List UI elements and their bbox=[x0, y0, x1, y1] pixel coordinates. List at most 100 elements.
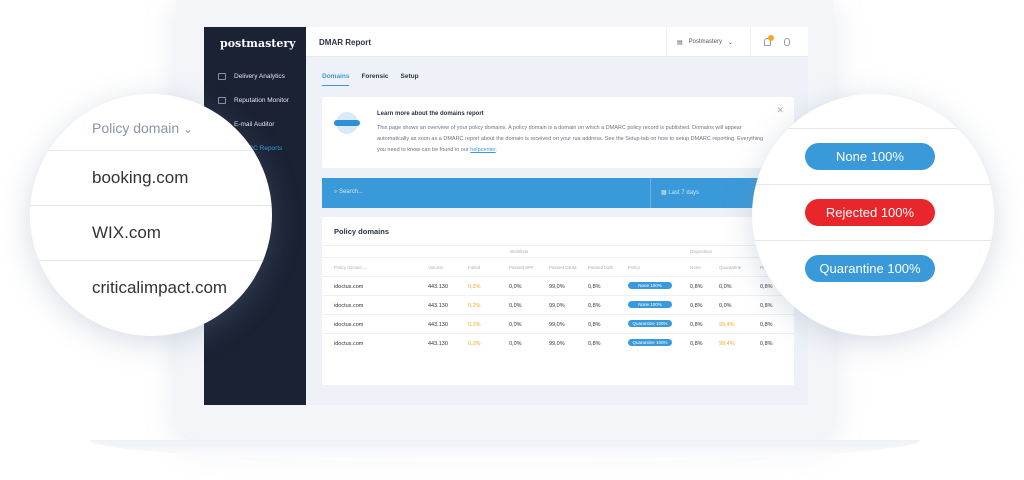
zoom-circle-policies: None 100% Rejected 100% Quarantine 100% bbox=[752, 94, 994, 336]
policy-badge: None 100% bbox=[628, 282, 672, 289]
bell-icon[interactable] bbox=[764, 38, 771, 46]
user-icon[interactable] bbox=[784, 38, 790, 46]
date-range-picker[interactable]: ▦ Last 7 days bbox=[650, 178, 699, 208]
table-row[interactable]: idoctus.com 443.130 0,2% 0,0% 99,0% 0,8% Quara… bbox=[322, 333, 794, 352]
policy-domains-card: Policy domains Worklists Disposition Pol… bbox=[322, 217, 794, 385]
cell: 0,2% bbox=[468, 284, 481, 290]
tab-forensic[interactable]: Forensic bbox=[361, 73, 389, 80]
policy-badge: None 100% bbox=[628, 301, 672, 308]
cell: 0,2% bbox=[468, 322, 481, 328]
monitor-icon bbox=[218, 97, 226, 104]
cell: 0,8% bbox=[690, 322, 703, 328]
cell: 99,0% bbox=[549, 322, 565, 328]
table-row[interactable]: idoctus.com 443.130 0,2% 0,0% 99,0% 0,8% None … bbox=[322, 276, 794, 295]
domain-item: criticalimpact.com bbox=[30, 260, 272, 316]
cell: 99,4% bbox=[719, 322, 735, 328]
close-icon[interactable]: ✕ bbox=[776, 105, 784, 115]
page-title: DMAR Report bbox=[319, 38, 371, 47]
column-header[interactable]: Policy domain ⌄ bbox=[334, 265, 368, 270]
table-row[interactable]: idoctus.com 443.130 0,2% 0,0% 99,0% 0,8% Quara… bbox=[322, 314, 794, 333]
notification-badge bbox=[768, 35, 774, 41]
sidebar-item-reputation-monitor[interactable]: Reputation Monitor bbox=[218, 97, 289, 104]
cell: 0,0% bbox=[509, 303, 522, 309]
search-input[interactable]: ⌕ Search... bbox=[334, 189, 364, 195]
cell: 0,8% bbox=[760, 284, 773, 290]
info-text: This page shows an overview of your poli… bbox=[377, 125, 764, 153]
cell: 0,8% bbox=[690, 303, 703, 309]
app-screen: postmastery Delivery Analytics Reputatio… bbox=[204, 27, 808, 405]
cell: 0,0% bbox=[719, 284, 732, 290]
tabs: Domains Forensic Setup bbox=[322, 73, 419, 86]
policy-row: Rejected 100% bbox=[752, 184, 994, 240]
laptop-base bbox=[90, 440, 920, 462]
policy-domain-header[interactable]: Policy domain ⌄ bbox=[92, 120, 194, 136]
cell: 0,0% bbox=[509, 322, 522, 328]
cell: idoctus.com bbox=[334, 341, 364, 347]
cell: 0,8% bbox=[760, 341, 773, 347]
policy-badge: None 100% bbox=[805, 143, 935, 170]
cell: 443.130 bbox=[428, 284, 448, 290]
cell: 99,0% bbox=[549, 284, 565, 290]
cell: 0,8% bbox=[760, 303, 773, 309]
column-header: None bbox=[690, 265, 701, 270]
header: DMAR Report ▤ Postmastery ⌄ bbox=[306, 27, 808, 57]
cell: 0,8% bbox=[588, 322, 601, 328]
column-header: Volume bbox=[428, 265, 444, 270]
cell: 443.130 bbox=[428, 341, 448, 347]
cell: 99,4% bbox=[719, 341, 735, 347]
tab-domains[interactable]: Domains bbox=[322, 73, 350, 86]
search-bar: ⌕ Search... ▦ Last 7 days bbox=[322, 178, 794, 208]
logo: postmastery bbox=[220, 37, 296, 50]
cell: 0,0% bbox=[509, 284, 522, 290]
cell: 0,8% bbox=[588, 303, 601, 309]
policy-badge: Quarantine 100% bbox=[628, 339, 672, 346]
cell: 0,2% bbox=[468, 303, 481, 309]
sidebar-item-delivery-analytics[interactable]: Delivery Analytics bbox=[218, 73, 285, 80]
policy-badge: Quarantine 100% bbox=[628, 320, 672, 327]
cell: 0,0% bbox=[719, 303, 732, 309]
calendar-icon: ▦ bbox=[661, 190, 667, 196]
cell: 0,8% bbox=[690, 341, 703, 347]
building-icon: ▤ bbox=[677, 39, 683, 46]
cell: 99,0% bbox=[549, 341, 565, 347]
cell: idoctus.com bbox=[334, 322, 364, 328]
cell: 443.130 bbox=[428, 303, 448, 309]
cell: idoctus.com bbox=[334, 284, 364, 290]
helpcenter-link[interactable]: helpcenter bbox=[470, 147, 496, 153]
column-header: Passed DKIM bbox=[549, 265, 577, 270]
column-header: Failed bbox=[468, 265, 481, 270]
chevron-down-icon: ⌄ bbox=[728, 39, 734, 46]
column-header-row: Policy domain ⌄ Volume Failed Passed SPF Pas… bbox=[322, 257, 794, 276]
column-header: Policy bbox=[628, 265, 641, 270]
cell: 99,0% bbox=[549, 303, 565, 309]
cell: 0,2% bbox=[468, 341, 481, 347]
table-title: Policy domains bbox=[334, 227, 390, 236]
zoom-circle-domains: Policy domain ⌄ booking.com WIX.com crit… bbox=[30, 94, 272, 336]
info-title: Learn more about the domains report bbox=[377, 111, 484, 117]
chart-icon bbox=[218, 73, 226, 80]
policy-row: Quarantine 100% bbox=[752, 240, 994, 296]
cell: 443.130 bbox=[428, 322, 448, 328]
info-banner: Learn more about the domains report This… bbox=[322, 97, 794, 168]
column-header: Passed both bbox=[588, 265, 614, 270]
domain-item: WIX.com bbox=[30, 205, 272, 261]
column-header: Re bbox=[760, 265, 766, 270]
cell: 0,8% bbox=[588, 284, 601, 290]
globe-icon bbox=[334, 112, 360, 134]
cell: 0,8% bbox=[690, 284, 703, 290]
cell: 0,8% bbox=[588, 341, 601, 347]
cell: 0,8% bbox=[760, 322, 773, 328]
chevron-down-icon: ⌄ bbox=[183, 122, 194, 136]
column-header: Quarantine bbox=[719, 265, 742, 270]
account-dropdown[interactable]: ▤ Postmastery ⌄ bbox=[666, 27, 751, 57]
policy-badge: Quarantine 100% bbox=[805, 255, 935, 282]
policy-badge: Rejected 100% bbox=[805, 199, 935, 226]
column-header: Passed SPF bbox=[509, 265, 535, 270]
group-header-row: Worklists Disposition bbox=[322, 245, 794, 257]
policy-row: None 100% bbox=[752, 128, 994, 184]
cell: idoctus.com bbox=[334, 303, 364, 309]
cell: 0,0% bbox=[509, 341, 522, 347]
tab-setup[interactable]: Setup bbox=[400, 73, 419, 80]
domain-item: booking.com bbox=[30, 150, 272, 206]
table-row[interactable]: idoctus.com 443.130 0,2% 0,0% 99,0% 0,8% None … bbox=[322, 295, 794, 314]
